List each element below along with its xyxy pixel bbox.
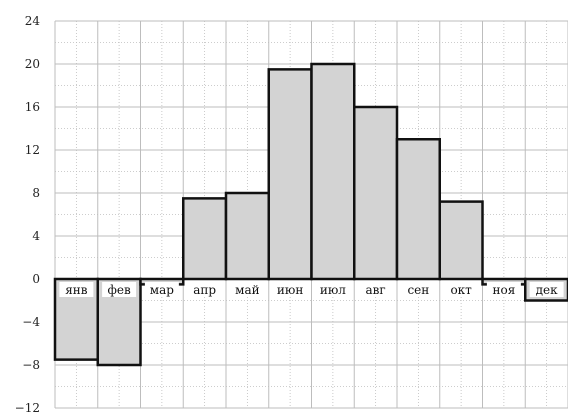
bar-июл [310,62,356,281]
category-label-bg [315,282,350,297]
y-tick-label: 4 [32,229,40,243]
category-label-bg [273,282,308,297]
category-label-bg [144,282,179,297]
category-label-bg [401,282,436,297]
category-label-bg [59,282,94,297]
category-label-bg [102,282,137,297]
category-label: авг [366,283,386,297]
category-label-bg [358,282,393,297]
bar-май [224,191,270,281]
bar-апр [182,197,228,281]
y-tick-label: 8 [32,186,40,200]
category-labels: янв фев мар апр май июн июл авг сен окт ноя дек [59,282,564,297]
bar-авг [353,105,399,281]
category-label-bg [187,282,222,297]
bar-июн [267,68,313,281]
y-tick-label: 12 [25,143,40,157]
category-label: янв [65,283,88,297]
bar-сен [395,138,441,281]
y-tick-label: −4 [22,315,40,329]
category-label: дек [536,283,558,297]
y-tick-label: 20 [25,57,40,71]
category-label: май [235,283,260,297]
category-label-bg [444,282,479,297]
category-label: фев [108,283,131,297]
category-label: окт [450,283,472,297]
category-label: сен [407,283,429,297]
y-tick-label: −8 [22,358,40,372]
category-label: апр [193,283,216,297]
category-label: мар [150,283,174,297]
category-label: ноя [492,283,515,297]
bar-окт [438,200,484,281]
y-tick-labels: −12 −8 −4 0 4 8 12 16 20 24 [15,14,41,415]
y-tick-label: 0 [32,272,40,286]
category-label: июл [320,283,346,297]
y-tick-label: 24 [25,14,41,28]
category-label-bg [529,282,564,297]
y-tick-label: −12 [15,401,40,415]
category-label: июн [277,283,303,297]
category-label-bg [486,282,521,297]
bars [53,62,568,367]
y-tick-label: 16 [25,100,40,114]
category-label-bg [230,282,265,297]
